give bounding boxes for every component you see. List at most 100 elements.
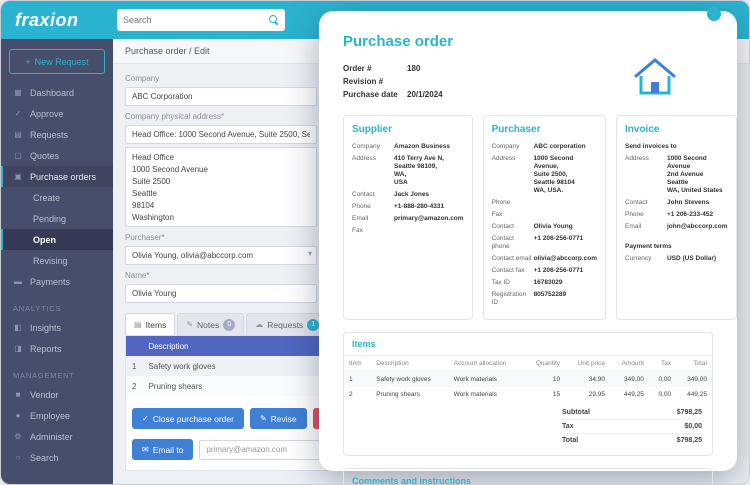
search-input[interactable] bbox=[123, 15, 269, 25]
requests-count-badge: 1 bbox=[307, 318, 320, 331]
comments-title: Comments and instructions bbox=[352, 476, 472, 485]
name-field[interactable] bbox=[125, 284, 317, 303]
employee-icon: ● bbox=[15, 411, 21, 420]
tab-notes[interactable]: ✎ Notes 0 bbox=[177, 313, 245, 335]
company-label: Company bbox=[125, 74, 160, 83]
sidebar-item-requests[interactable]: ▤ Requests bbox=[1, 124, 113, 145]
tab-label: Requests bbox=[267, 319, 304, 330]
sidebar-section-analytics: ANALYTICS bbox=[13, 304, 62, 313]
totals: Subtotal $798,25 Tax $0,00 Total $798,25 bbox=[344, 402, 712, 455]
new-request-button[interactable]: + New Request bbox=[9, 49, 105, 74]
invoice-title: Invoice bbox=[624, 124, 660, 135]
new-request-label: New Request bbox=[34, 56, 89, 67]
tab-label: Notes bbox=[197, 319, 220, 330]
global-search bbox=[117, 9, 285, 31]
send-invoices-to-label: Send invoices to bbox=[624, 143, 677, 150]
sidebar-item-quotes[interactable]: ▢ Quotes bbox=[1, 145, 113, 166]
sidebar-item-revising[interactable]: Revising bbox=[1, 250, 113, 271]
sidebar-item-label: Create bbox=[33, 192, 61, 203]
sidebar-item-purchase-orders[interactable]: ▣ Purchase orders bbox=[1, 166, 113, 187]
purchaser-label: Purchaser* bbox=[125, 233, 165, 242]
comments-section: Comments and instructions bbox=[343, 468, 713, 485]
sidebar-item-label: Vendor bbox=[30, 389, 59, 400]
sidebar: + New Request ▦ Dashboard ✓ Approve ▤ Re… bbox=[1, 39, 113, 484]
sidebar-item-label: Search bbox=[30, 452, 59, 463]
search-icon[interactable] bbox=[269, 15, 279, 25]
sidebar-item-dashboard[interactable]: ▦ Dashboard bbox=[1, 82, 113, 103]
revision-number-label: Revision # bbox=[343, 77, 384, 86]
items-section-title: Items bbox=[344, 333, 712, 356]
email-to-button[interactable]: ✉ Email to bbox=[132, 439, 194, 460]
company-address-label: Company physical address* bbox=[125, 112, 225, 121]
subtotal-row: Subtotal $798,25 bbox=[562, 409, 702, 416]
supplier-title: Supplier bbox=[352, 124, 393, 135]
requests-icon: ▤ bbox=[14, 130, 22, 139]
sidebar-item-administer[interactable]: ⚙ Administer bbox=[1, 426, 113, 447]
house-logo-icon bbox=[634, 58, 676, 95]
sidebar-item-insights[interactable]: ◧ Insights bbox=[1, 317, 113, 338]
tab-requests[interactable]: ☁ Requests 1 bbox=[246, 313, 329, 335]
modal-items-section: Items Item Description Account allocatio… bbox=[343, 332, 713, 456]
purchase-order-modal: Purchase order Order # 180 Revision # Pu… bbox=[319, 11, 737, 484]
close-purchase-order-button[interactable]: ✓ Close purchase order bbox=[132, 408, 244, 429]
modal-title: Purchase order bbox=[343, 33, 454, 50]
company-address-field[interactable] bbox=[125, 125, 317, 144]
sidebar-item-approve[interactable]: ✓ Approve bbox=[1, 103, 113, 124]
purchaser-box: Purchaser Company ABC corporation Address… bbox=[482, 115, 606, 320]
tab-items[interactable]: ▤ Items bbox=[125, 313, 176, 335]
purchaser-select-wrap: ▾ bbox=[125, 245, 317, 265]
tab-label: Items bbox=[145, 319, 167, 330]
modal-item-row: 2 Pruning shears Work materials 15 29,95… bbox=[349, 391, 707, 398]
order-number-value: 180 bbox=[407, 64, 421, 73]
sidebar-item-label: Approve bbox=[30, 108, 64, 119]
email-to-label: Email to bbox=[152, 444, 184, 455]
sidebar-item-search[interactable]: ○ Search bbox=[1, 447, 113, 468]
plus-icon: + bbox=[25, 56, 31, 67]
sidebar-item-employee[interactable]: ● Employee bbox=[1, 405, 113, 426]
purchaser-select[interactable] bbox=[125, 246, 317, 265]
modal-items-header-row: Item Description Account allocation Quan… bbox=[344, 356, 712, 372]
sidebar-item-label: Insights bbox=[30, 322, 62, 333]
sidebar-item-reports[interactable]: ◨ Reports bbox=[1, 338, 113, 359]
administer-icon: ⚙ bbox=[14, 432, 22, 441]
purchase-date-label: Purchase date bbox=[343, 90, 398, 99]
reports-icon: ◨ bbox=[14, 344, 22, 353]
sidebar-item-label: Reports bbox=[30, 343, 62, 354]
email-row: ✉ Email to bbox=[132, 439, 554, 460]
revise-label: Revise bbox=[270, 413, 297, 424]
check-icon: ✓ bbox=[142, 414, 149, 423]
user-avatar[interactable] bbox=[707, 7, 721, 21]
revise-button[interactable]: ✎ Revise bbox=[249, 408, 307, 429]
sidebar-item-payments[interactable]: ▬ Payments bbox=[1, 271, 113, 292]
sidebar-item-create[interactable]: Create bbox=[1, 187, 113, 208]
payments-icon: ▬ bbox=[14, 277, 22, 286]
company-field[interactable] bbox=[125, 87, 317, 106]
mail-icon: ✉ bbox=[142, 445, 149, 454]
email-to-input[interactable] bbox=[199, 439, 350, 460]
order-info: Order # 180 Revision # Purchase date 20/… bbox=[343, 62, 713, 101]
supplier-box: Supplier Company Amazon Business Address 4… bbox=[343, 115, 473, 320]
sidebar-item-label: Purchase orders bbox=[30, 171, 97, 182]
company-address-textarea[interactable]: Head Office 1000 Second Avenue Suite 250… bbox=[125, 147, 317, 227]
currency-label: Currency bbox=[624, 255, 652, 262]
sidebar-item-label: Pending bbox=[33, 213, 67, 224]
sidebar-item-label: Employee bbox=[30, 410, 71, 421]
sidebar-item-vendor[interactable]: ■ Vendor bbox=[1, 384, 113, 405]
sidebar-item-label: Administer bbox=[30, 431, 73, 442]
sidebar-item-open[interactable]: Open bbox=[1, 229, 113, 250]
purchase-orders-icon: ▣ bbox=[14, 172, 22, 181]
approve-icon: ✓ bbox=[14, 109, 22, 118]
po-edit-form: Company Company physical address* Head O… bbox=[113, 64, 331, 303]
party-boxes: Supplier Company Amazon Business Address 4… bbox=[343, 115, 737, 320]
sidebar-item-label: Quotes bbox=[30, 150, 60, 161]
currency-value: USD (US Dollar) bbox=[666, 255, 717, 262]
sidebar-item-label: Dashboard bbox=[30, 87, 75, 98]
purchase-date-value: 20/1/2024 bbox=[407, 90, 443, 99]
total-row: Total $798,25 bbox=[562, 433, 702, 447]
notes-tab-icon: ✎ bbox=[186, 320, 194, 329]
close-purchase-order-label: Close purchase order bbox=[152, 413, 234, 424]
sidebar-item-label: Payments bbox=[30, 276, 71, 287]
sidebar-item-pending[interactable]: Pending bbox=[1, 208, 113, 229]
vendor-icon: ■ bbox=[15, 390, 21, 399]
